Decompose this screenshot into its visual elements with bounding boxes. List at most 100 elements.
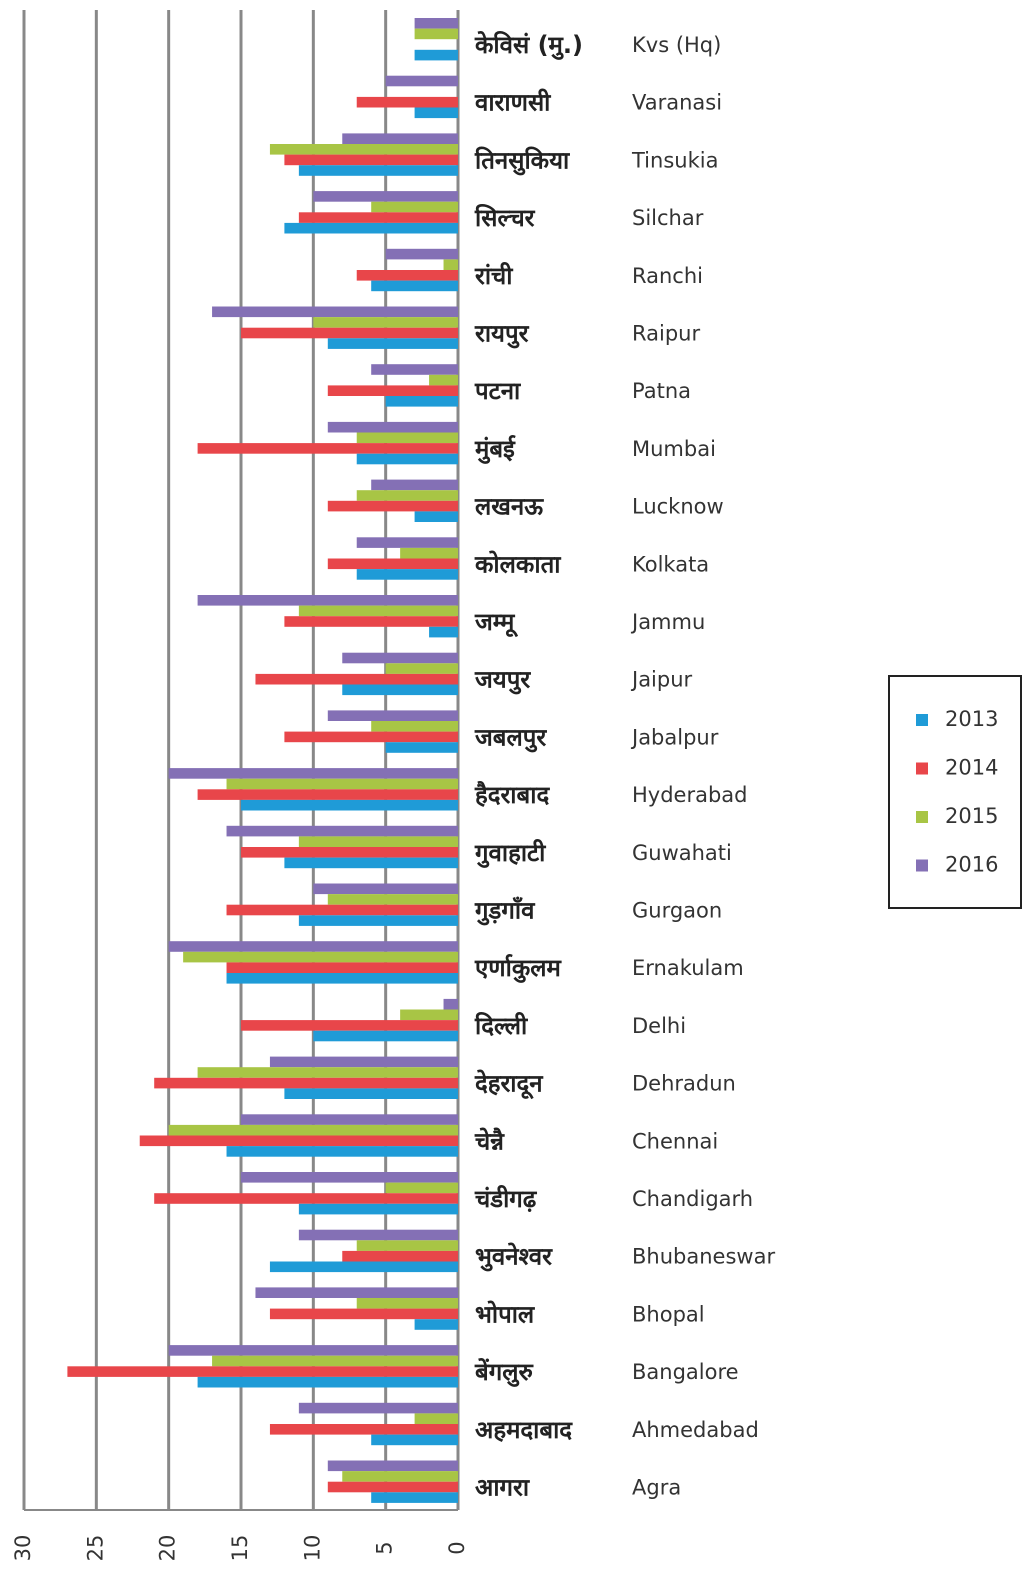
legend-label: 2016 [945, 853, 998, 877]
category-label-hindi: जयपुर [474, 666, 531, 695]
x-tick-label: 5 [373, 1541, 397, 1554]
bar [371, 364, 458, 375]
bar [414, 1319, 458, 1330]
legend-swatch [916, 714, 928, 726]
bar [342, 1250, 458, 1262]
category-label: Agra [632, 1476, 681, 1500]
category-label: Delhi [632, 1014, 686, 1038]
category-label: Jabalpur [630, 725, 719, 749]
bar [327, 385, 458, 396]
bar [241, 847, 458, 858]
bar [168, 768, 458, 779]
category-label: Bhubaneswar [632, 1245, 775, 1269]
bar [284, 154, 458, 166]
bar [371, 479, 458, 491]
bar [429, 626, 458, 638]
category-label-hindi: देहरादून [474, 1070, 544, 1100]
bar [284, 1088, 458, 1099]
bar [443, 259, 458, 270]
category-label-hindi: रायपुर [474, 320, 530, 349]
bar [414, 28, 458, 40]
bar [414, 1413, 458, 1424]
category-label-hindi: बेंगलुरु [474, 1358, 534, 1387]
category-label-hindi: वाराणसी [474, 89, 551, 117]
bar [212, 1355, 458, 1367]
category-label-hindi: चेन्नै [474, 1127, 505, 1155]
category-label-hindi: भुवनेश्वर [475, 1243, 553, 1272]
bar [269, 1308, 458, 1320]
bar [385, 75, 458, 87]
category-label: Dehradun [632, 1072, 736, 1096]
bar [212, 306, 458, 318]
category-label-hindi: सिल्चर [474, 204, 536, 232]
bar [226, 973, 458, 984]
bar [298, 1203, 458, 1215]
bar [443, 998, 458, 1010]
bar [342, 684, 458, 696]
bar [168, 941, 458, 952]
legend-label: 2013 [945, 707, 998, 731]
bar [255, 1287, 458, 1298]
bar [168, 1345, 458, 1356]
bar [356, 270, 458, 281]
bar [298, 1229, 458, 1241]
category-label-hindi: पटना [474, 377, 521, 405]
bar [371, 721, 458, 732]
category-label: Chennai [632, 1129, 718, 1153]
x-tick-label: 0 [445, 1541, 469, 1554]
category-label: Bhopal [632, 1302, 705, 1326]
category-label-hindi: हैदराबाद [474, 781, 550, 809]
bar [313, 883, 458, 895]
category-label: Kolkata [632, 552, 709, 576]
category-label-hindi: मुंबई [474, 435, 516, 464]
bar [284, 222, 458, 234]
category-label-hindi: जम्मू [474, 608, 518, 638]
category-label: Ranchi [632, 264, 703, 288]
bar [385, 742, 458, 753]
bar [327, 338, 458, 349]
bar [313, 317, 458, 328]
legend-swatch [916, 762, 928, 775]
category-label-hindi: लखनऊ [474, 493, 544, 521]
bar [226, 825, 458, 837]
bar [154, 1193, 458, 1204]
category-label: Silchar [632, 206, 704, 230]
bar [241, 327, 458, 339]
bar [327, 500, 458, 512]
bar [226, 904, 458, 916]
category-label-hindi: जबलपुर [474, 723, 547, 752]
category-label: Guwahati [632, 841, 732, 865]
bar [356, 432, 458, 444]
bar [327, 894, 458, 905]
category-label-hindi: दिल्ली [474, 1012, 528, 1040]
bar [414, 18, 458, 29]
x-tick-label: 30 [11, 1535, 35, 1562]
bar [356, 1240, 458, 1251]
bar [414, 107, 458, 119]
category-label: Kvs (Hq) [632, 33, 721, 57]
category-label-hindi: गुड़गाँव [474, 897, 536, 926]
category-label-hindi: केविसं (मु.) [474, 31, 583, 60]
bar [400, 547, 458, 559]
bar [183, 951, 458, 963]
category-label: Lucknow [632, 495, 724, 519]
bar [284, 731, 458, 743]
bar [429, 374, 458, 386]
bar [269, 1056, 458, 1068]
category-label-hindi: एर्णाकुलम [474, 954, 563, 983]
bar [356, 569, 458, 580]
bar [356, 453, 458, 465]
bar [356, 96, 458, 108]
category-label-hindi: चंडीगढ़ [474, 1185, 538, 1213]
bar [313, 1030, 458, 1042]
category-label: Jaipur [630, 668, 693, 692]
bar [298, 836, 458, 847]
bar [342, 133, 458, 144]
category-label: Hyderabad [632, 783, 748, 807]
bar [241, 1172, 458, 1183]
bar [226, 1146, 458, 1157]
category-label-hindi: अहमदाबाद [475, 1416, 573, 1444]
bar [67, 1366, 459, 1377]
category-label: Patna [632, 379, 691, 403]
